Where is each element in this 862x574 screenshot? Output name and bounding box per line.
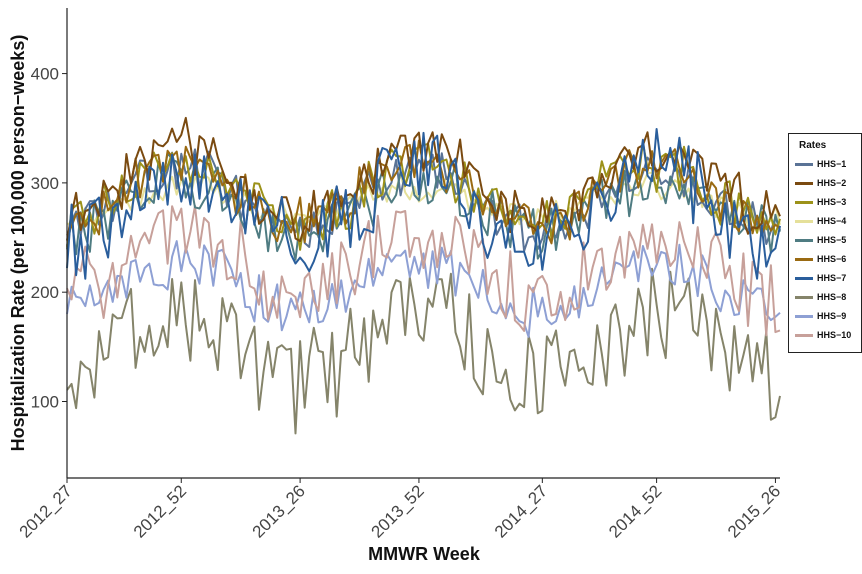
legend-swatch	[795, 334, 813, 337]
x-tick-label: 2012_52	[130, 481, 190, 541]
legend-label: HHS−9	[817, 311, 847, 321]
legend-label: HHS−7	[817, 273, 847, 283]
legend-label: HHS−6	[817, 254, 847, 264]
y-axis-ticks: 100 200 300 400	[31, 65, 67, 411]
legend-item: HHS−9	[795, 310, 861, 322]
legend-swatch	[795, 315, 813, 318]
legend-swatch	[795, 258, 813, 261]
series-line-hhs-10	[66, 204, 781, 337]
x-axis-label: MMWR Week	[368, 544, 481, 564]
legend-item: HHS−8	[795, 291, 861, 303]
series-line-hhs-7	[66, 128, 781, 280]
y-tick-label: 400	[31, 65, 59, 84]
legend-label: HHS−8	[817, 292, 847, 302]
x-tick-label: 2012_27	[16, 481, 76, 541]
series-line-hhs-2	[66, 116, 781, 243]
y-axis-label: Hospitalization Rate (per 100,000 person…	[8, 35, 28, 452]
x-tick-label: 2014_27	[491, 481, 551, 541]
legend-swatch	[795, 239, 813, 242]
legend-swatch	[795, 182, 813, 185]
legend-swatch	[795, 277, 813, 280]
legend-item: HHS−6	[795, 253, 861, 265]
legend-item: HHS−1	[795, 158, 861, 170]
series-line-hhs-8	[66, 267, 781, 435]
x-tick-label: 2015_26	[724, 481, 784, 541]
legend-swatch	[795, 220, 813, 223]
legend-label: HHS−10	[817, 330, 852, 340]
legend-item: HHS−10	[795, 329, 861, 341]
series-layer	[66, 116, 781, 435]
legend-swatch	[795, 296, 813, 299]
legend-title: Rates	[799, 140, 827, 151]
legend-label: HHS−1	[817, 159, 847, 169]
legend-label: HHS−5	[817, 235, 847, 245]
legend-label: HHS−4	[817, 216, 847, 226]
legend-swatch	[795, 201, 813, 204]
legend: Rates HHS−1 HHS−2 HHS−3 HHS−4 HHS−5 HHS−6 HHS−…	[788, 133, 862, 353]
legend-item: HHS−2	[795, 177, 861, 189]
series-line-hhs-5	[66, 151, 781, 261]
legend-swatch	[795, 163, 813, 166]
y-tick-label: 100	[31, 392, 59, 411]
x-tick-label: 2014_52	[605, 481, 665, 541]
legend-label: HHS−2	[817, 178, 847, 188]
y-tick-label: 200	[31, 283, 59, 302]
x-axis-ticks: 2012_27 2012_52 2013_26 2013_52 2014_27 2014_…	[16, 478, 784, 542]
legend-label: HHS−3	[817, 197, 847, 207]
x-tick-label: 2013_26	[249, 481, 309, 541]
legend-item: HHS−7	[795, 272, 861, 284]
x-tick-label: 2013_52	[368, 481, 428, 541]
legend-item: HHS−5	[795, 234, 861, 246]
y-tick-label: 300	[31, 174, 59, 193]
legend-item: HHS−3	[795, 196, 861, 208]
legend-item: HHS−4	[795, 215, 861, 227]
